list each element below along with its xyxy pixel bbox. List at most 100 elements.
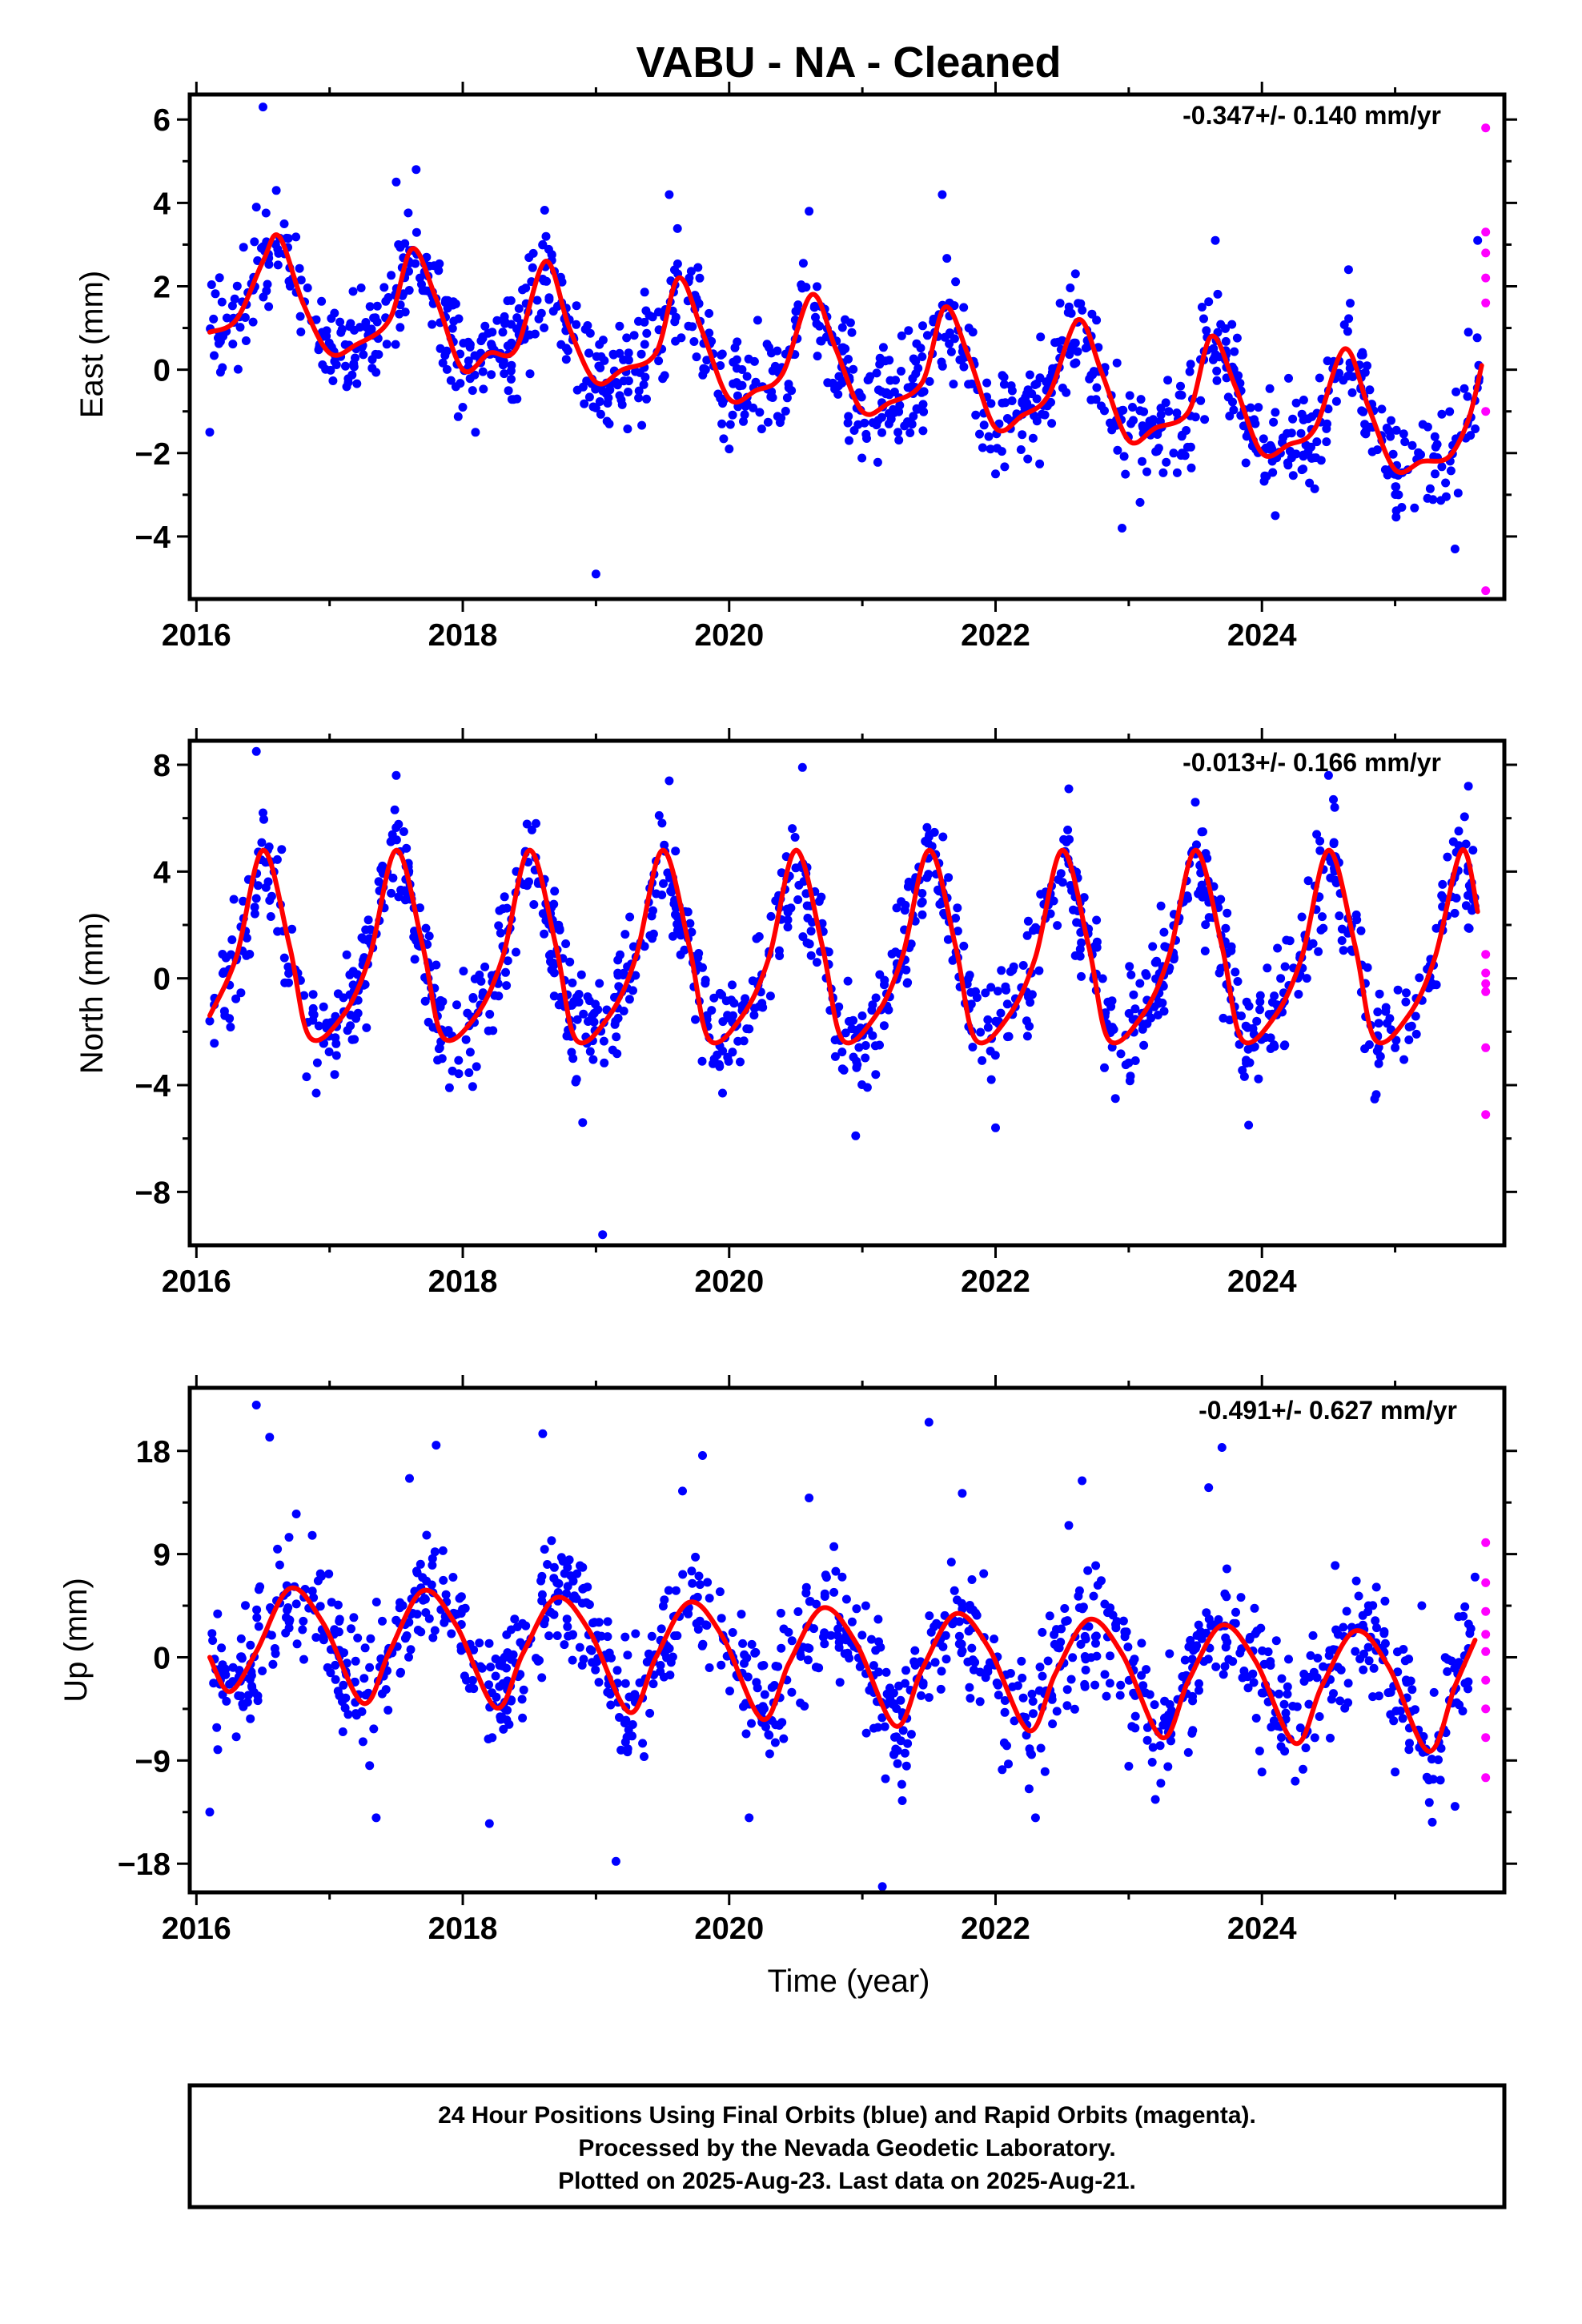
up-final-point xyxy=(645,1708,655,1718)
up-final-point xyxy=(253,1696,263,1706)
up-final-point xyxy=(1404,1745,1414,1755)
east-final-point xyxy=(448,324,457,333)
north-final-point xyxy=(803,913,813,923)
up-final-point xyxy=(924,1693,934,1703)
north-final-point xyxy=(1225,1015,1235,1025)
north-final-point xyxy=(748,976,757,986)
east-final-point xyxy=(1028,433,1038,443)
north-final-point xyxy=(1401,997,1411,1007)
up-final-point xyxy=(969,1655,978,1665)
up-final-point xyxy=(896,1695,905,1705)
up-final-point xyxy=(549,1562,559,1572)
north-final-point xyxy=(1191,798,1200,807)
east-final-point xyxy=(1040,410,1050,420)
north-final-point xyxy=(794,880,804,890)
north-final-point xyxy=(1244,1001,1254,1011)
east-final-point xyxy=(1310,484,1319,493)
east-final-point xyxy=(1360,420,1370,429)
up-final-point xyxy=(462,1675,471,1685)
north-final-point xyxy=(875,1040,884,1050)
north-final-point xyxy=(494,921,504,931)
up-final-point xyxy=(1464,1677,1473,1687)
north-final-point xyxy=(619,1007,628,1015)
east-final-point xyxy=(640,372,650,382)
up-final-point xyxy=(249,1687,259,1697)
east-final-point xyxy=(1472,333,1482,343)
up-final-point xyxy=(1455,1700,1464,1710)
east-final-point xyxy=(572,301,581,311)
north-final-point xyxy=(1351,910,1361,919)
up-final-point xyxy=(349,1613,359,1622)
east-final-point xyxy=(382,340,391,349)
north-final-point xyxy=(226,1023,235,1031)
north-final-cloud xyxy=(210,794,1480,1104)
north-final-point xyxy=(718,1017,728,1027)
east-final-point xyxy=(428,320,437,329)
east-final-point xyxy=(991,469,1000,479)
east-final-point xyxy=(978,443,987,452)
north-final-point xyxy=(663,868,673,878)
east-final-point xyxy=(1305,478,1315,488)
north-final-point xyxy=(771,896,781,906)
up-final-point xyxy=(246,1714,255,1723)
up-final-point xyxy=(208,1636,218,1645)
north-final-point xyxy=(917,910,927,919)
up-final-point xyxy=(638,1739,648,1748)
up-final-point xyxy=(447,1629,456,1638)
north-final-point xyxy=(1385,1014,1395,1023)
up-final-point xyxy=(251,1401,261,1409)
east-final-point xyxy=(539,276,548,286)
north-final-point xyxy=(830,1035,840,1045)
up-final-point xyxy=(765,1731,774,1740)
east-final-point xyxy=(233,364,243,374)
east-final-point xyxy=(1288,414,1298,424)
east-final-point xyxy=(583,321,592,330)
up-final-point xyxy=(333,1687,343,1696)
north-final-point xyxy=(721,996,731,1006)
east-final-point xyxy=(907,381,917,391)
east-final-point xyxy=(1092,383,1102,392)
east-final-point xyxy=(1172,408,1182,418)
up-final-point xyxy=(468,1675,477,1685)
up-final-point xyxy=(268,1659,278,1669)
up-final-cloud xyxy=(207,1530,1476,1827)
north-final-point xyxy=(1273,943,1283,953)
north-final-point xyxy=(697,1056,707,1066)
east-final-point xyxy=(895,400,905,410)
north-final-point xyxy=(302,1072,311,1082)
up-final-point xyxy=(691,1552,701,1562)
east-final-point xyxy=(391,177,401,187)
up-final-point xyxy=(323,1663,332,1672)
north-final-point xyxy=(314,1021,323,1031)
north-final-point xyxy=(1126,970,1136,979)
north-final-point xyxy=(459,967,468,976)
north-final-point xyxy=(934,885,942,895)
up-final-point xyxy=(1454,1612,1464,1622)
east-final-point xyxy=(326,365,335,375)
up-final-point xyxy=(1279,1699,1289,1709)
up-final-point xyxy=(894,1681,904,1691)
up-final-point xyxy=(873,1614,883,1624)
up-final-point xyxy=(291,1510,301,1518)
up-final-point xyxy=(1024,1784,1034,1794)
east-final-point xyxy=(1291,398,1301,408)
north-final-point xyxy=(1159,927,1169,937)
east-final-point xyxy=(563,346,572,356)
up-final-point xyxy=(954,1639,964,1649)
north-final-point xyxy=(1110,1094,1120,1104)
up-final-point xyxy=(1277,1733,1286,1743)
east-final-point xyxy=(456,379,465,388)
up-final-point xyxy=(422,1530,432,1540)
up-final-point xyxy=(642,1657,652,1667)
up-final-point xyxy=(1424,1798,1434,1807)
east-final-point xyxy=(343,378,353,388)
east-final-point xyxy=(755,408,765,417)
up-final-point xyxy=(717,1614,726,1623)
north-final-point xyxy=(210,1039,219,1048)
north-final-point xyxy=(267,891,276,901)
up-final-point xyxy=(767,1683,777,1692)
east-final-point xyxy=(303,283,312,292)
up-final-point xyxy=(1315,1712,1324,1721)
east-final-point xyxy=(284,276,294,286)
east-final-point xyxy=(642,328,652,338)
